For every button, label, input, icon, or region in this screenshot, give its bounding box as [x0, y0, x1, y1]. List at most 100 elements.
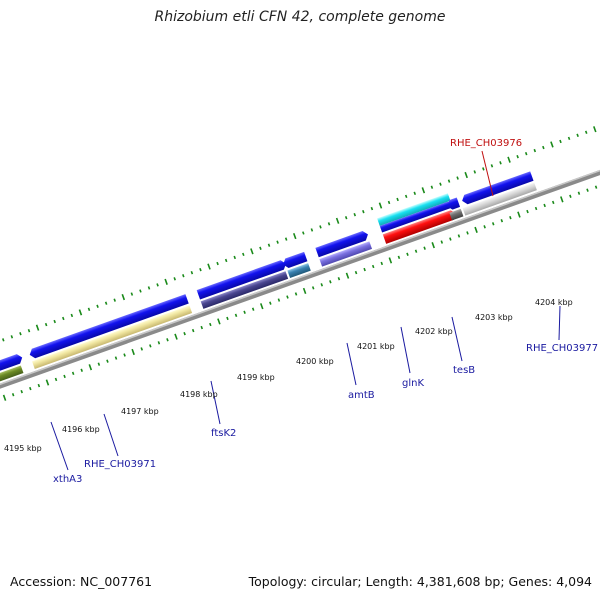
minor-tick: [456, 176, 459, 180]
genome-summary-text: Topology: circular; Length: 4,381,608 bp…: [248, 574, 592, 589]
major-tick: [2, 394, 7, 401]
minor-tick: [353, 213, 357, 217]
major-tick: [550, 141, 554, 148]
gene-cds-forward-8[interactable]: [445, 197, 461, 210]
minor-tick: [44, 322, 48, 327]
minor-tick: [354, 270, 358, 275]
minor-tick: [371, 264, 375, 269]
minor-tick: [11, 393, 15, 397]
label-leaders: [50, 150, 561, 471]
gene-cds-ftsk2[interactable]: [28, 294, 189, 359]
minor-tick: [183, 331, 186, 336]
minor-tick: [209, 322, 212, 327]
minor-tick: [277, 298, 281, 302]
major-tick: [164, 278, 168, 285]
minor-tick: [509, 215, 512, 220]
map-title: Rhizobium etli CFN 42, complete genome: [154, 9, 446, 25]
major-tick: [345, 272, 350, 279]
minor-tick: [259, 246, 262, 250]
scale-label-2: 4196 kbp: [62, 425, 100, 434]
minor-tick: [173, 277, 176, 281]
minor-tick: [499, 161, 502, 165]
major-tick: [507, 156, 511, 163]
scale-label-6: 4200 kbp: [296, 357, 334, 366]
minor-tick: [191, 328, 195, 333]
minor-tick: [396, 197, 399, 202]
minor-tick: [157, 341, 161, 345]
scale-label-1: 4195 kbp: [4, 444, 42, 453]
major-tick: [131, 348, 135, 356]
gene-label-rhe-ch03976[interactable]: RHE_CH03976: [450, 138, 522, 149]
scale-label-4: 4198 kbp: [180, 390, 218, 399]
gene-cds-rhe-ch03976-red[interactable]: [382, 209, 458, 244]
major-tick: [378, 202, 383, 209]
gene-label-rhe-ch03977[interactable]: RHE_CH03977: [526, 343, 598, 354]
major-tick: [593, 126, 597, 133]
minor-tick: [449, 237, 452, 241]
major-tick: [560, 196, 564, 203]
major-tick: [174, 333, 178, 340]
minor-tick: [243, 310, 246, 314]
gene-product-glnk[interactable]: [287, 263, 311, 279]
major-tick: [35, 324, 40, 331]
minor-tick: [267, 243, 271, 247]
gene-label-xtha3[interactable]: xthA3: [53, 474, 82, 485]
minor-tick: [276, 240, 279, 244]
minor-tick: [114, 356, 118, 360]
major-tick: [474, 226, 478, 233]
gene-label-tesb[interactable]: tesB: [453, 365, 475, 376]
major-tick: [45, 379, 50, 386]
gene-label-ftsk2[interactable]: ftsK2: [211, 428, 236, 439]
gene-product-rhe-ch03977-light[interactable]: [462, 182, 537, 216]
scale-labels: 4195 kbp 4196 kbp 4197 kbp 4198 kbp 4199 kbp…: [4, 298, 573, 453]
accession-text: Accession: NC_007761: [10, 574, 153, 589]
minor-tick: [483, 225, 486, 229]
major-tick: [517, 211, 521, 218]
minor-tick: [534, 206, 538, 211]
minor-tick: [140, 347, 143, 351]
minor-tick: [490, 164, 494, 168]
gene-product-tesb[interactable]: [319, 241, 373, 267]
minor-tick: [526, 209, 529, 214]
minor-tick: [200, 325, 204, 330]
gene-cds-forward-2[interactable]: [0, 353, 24, 376]
minor-tick: [286, 295, 289, 299]
minor-tick: [62, 316, 65, 321]
gene-cds-forward-9[interactable]: [460, 171, 534, 205]
gene-label-glnk[interactable]: glnK: [402, 378, 424, 389]
minor-tick: [457, 234, 461, 238]
gene-cds-amtb[interactable]: [196, 259, 288, 300]
major-tick: [88, 364, 93, 371]
minor-tick: [284, 237, 288, 241]
gene-cds-tesb[interactable]: [315, 230, 369, 258]
gene-product-rhe-ch03971[interactable]: [0, 365, 24, 386]
minor-tick: [576, 133, 579, 138]
minor-tick: [224, 258, 228, 263]
scale-label-8: 4202 kbp: [415, 327, 453, 336]
minor-tick: [482, 167, 485, 171]
minor-tick: [226, 316, 229, 321]
minor-tick: [37, 383, 41, 388]
gene-cds-rhe-ch03976-upper[interactable]: [377, 193, 451, 226]
minor-tick: [577, 191, 581, 195]
minor-tick: [20, 389, 23, 394]
genome-backbone-highlight: [0, 138, 600, 422]
major-tick: [121, 294, 126, 301]
minor-tick: [586, 188, 589, 192]
minor-tick: [123, 353, 126, 357]
gene-product-ftsk2[interactable]: [32, 305, 193, 369]
minor-tick: [414, 249, 418, 253]
gene-label-amtb[interactable]: amtB: [348, 390, 375, 401]
minor-tick: [559, 139, 562, 144]
minor-tick: [216, 261, 219, 266]
gene-product-amtb[interactable]: [200, 271, 289, 309]
minor-tick: [71, 371, 75, 376]
minor-tick: [404, 194, 408, 199]
gene-cds-glnk[interactable]: [281, 251, 308, 269]
gene-cds-rhe-ch03976-mid[interactable]: [379, 200, 454, 233]
minor-tick: [149, 344, 152, 348]
gene-label-rhe-ch03971[interactable]: RHE_CH03971: [84, 459, 156, 470]
minor-tick: [533, 148, 537, 153]
gene-product-rhe-ch03977-dark[interactable]: [449, 208, 464, 221]
